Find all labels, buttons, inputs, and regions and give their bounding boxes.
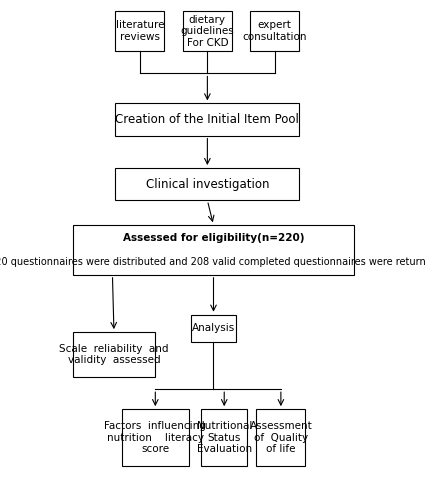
Text: Assessment
of  Quality
of life: Assessment of Quality of life [249, 421, 311, 454]
FancyBboxPatch shape [256, 409, 305, 467]
FancyBboxPatch shape [190, 314, 236, 342]
FancyBboxPatch shape [115, 12, 164, 51]
Text: 220 questionnaires were distributed and 208 valid completed questionnaires were : 220 questionnaires were distributed and … [0, 258, 426, 268]
Text: Assessed for eligibility(n=220): Assessed for eligibility(n=220) [122, 232, 304, 242]
Text: literature
reviews: literature reviews [115, 20, 164, 42]
FancyBboxPatch shape [72, 332, 155, 377]
Text: Scale  reliability  and
validity  assessed: Scale reliability and validity assessed [59, 344, 168, 365]
Text: Analysis: Analysis [191, 324, 235, 334]
Text: expert
consultation: expert consultation [242, 20, 306, 42]
Text: Clinical investigation: Clinical investigation [145, 178, 268, 190]
FancyBboxPatch shape [121, 409, 189, 467]
FancyBboxPatch shape [115, 104, 299, 136]
Text: dietary
guidelines
For CKD: dietary guidelines For CKD [180, 14, 234, 48]
Text: Nutritional
Status
Evaluation: Nutritional Status Evaluation [196, 421, 251, 454]
Text: Creation of the Initial Item Pool: Creation of the Initial Item Pool [115, 113, 299, 126]
FancyBboxPatch shape [250, 12, 299, 51]
FancyBboxPatch shape [201, 409, 247, 467]
Text: Factors  influencing
nutrition    literacy
score: Factors influencing nutrition literacy s… [104, 421, 206, 454]
FancyBboxPatch shape [115, 168, 299, 200]
FancyBboxPatch shape [182, 12, 231, 51]
FancyBboxPatch shape [72, 225, 354, 275]
